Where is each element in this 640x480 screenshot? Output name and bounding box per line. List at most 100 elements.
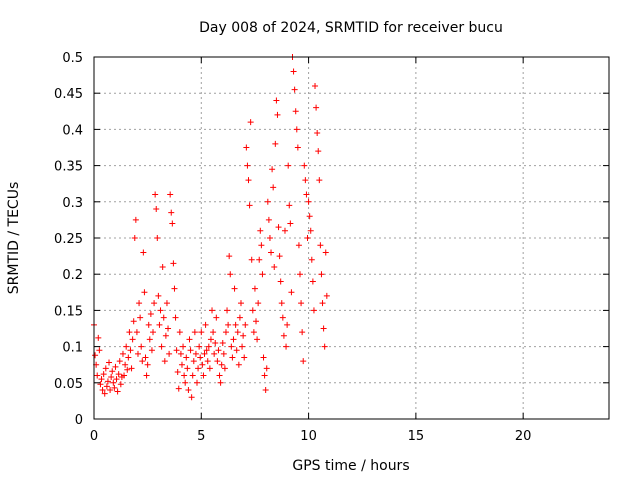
data-point	[303, 191, 310, 198]
data-point	[286, 202, 293, 209]
data-point	[306, 213, 313, 220]
y-tick-label: 0.15	[54, 304, 83, 319]
data-point	[216, 372, 223, 379]
data-point	[264, 198, 271, 205]
data-point	[129, 336, 136, 343]
data-point	[316, 177, 323, 184]
x-tick-label: 0	[90, 429, 98, 444]
data-point	[171, 285, 178, 292]
data-point	[142, 354, 149, 361]
data-points	[91, 54, 330, 401]
data-point	[318, 271, 325, 278]
data-point	[182, 379, 189, 386]
data-point	[95, 334, 102, 341]
data-point	[230, 336, 237, 343]
data-point	[172, 314, 179, 321]
data-point	[131, 235, 138, 241]
data-point	[123, 343, 130, 350]
data-point	[170, 260, 177, 267]
data-point	[202, 321, 209, 328]
data-point	[247, 119, 254, 126]
data-point	[102, 365, 109, 372]
data-point	[211, 350, 218, 357]
data-point	[299, 329, 306, 336]
data-point	[177, 350, 184, 357]
y-tick-label: 0.3	[62, 196, 83, 211]
data-point	[285, 162, 292, 169]
data-point	[309, 278, 316, 285]
data-point	[224, 307, 231, 314]
data-point	[117, 381, 124, 388]
data-point	[146, 336, 153, 343]
data-point	[163, 300, 170, 307]
data-point	[94, 372, 101, 379]
data-point	[277, 278, 284, 285]
data-point	[110, 379, 117, 386]
data-point	[305, 198, 312, 205]
data-point	[304, 235, 311, 241]
data-point	[165, 325, 172, 332]
data-point	[176, 329, 183, 336]
data-point	[249, 307, 256, 314]
data-point	[320, 325, 327, 332]
data-point	[256, 256, 263, 263]
data-point	[290, 68, 297, 75]
data-point	[97, 381, 104, 388]
data-point	[127, 347, 134, 354]
data-point	[215, 347, 222, 354]
data-point	[302, 177, 309, 184]
data-point	[196, 343, 203, 350]
data-point	[122, 361, 129, 368]
data-point	[168, 209, 175, 216]
data-point	[225, 321, 232, 328]
data-point	[188, 394, 195, 401]
data-point	[167, 191, 174, 198]
data-point	[231, 285, 238, 292]
y-tick-label: 0.2	[62, 268, 83, 283]
data-point	[235, 361, 242, 368]
data-point	[190, 358, 197, 365]
data-point	[279, 314, 286, 321]
data-point	[213, 314, 220, 321]
data-point	[155, 292, 162, 299]
data-point	[178, 361, 185, 368]
y-tick-label: 0.45	[54, 87, 83, 102]
data-point	[185, 387, 192, 394]
data-point	[228, 343, 235, 350]
data-point	[187, 347, 194, 354]
data-point	[199, 361, 206, 368]
data-point	[265, 216, 272, 223]
data-point	[272, 140, 279, 147]
data-point	[107, 387, 114, 394]
data-point	[206, 365, 213, 372]
data-point	[278, 300, 285, 307]
data-point	[169, 220, 176, 227]
data-point	[147, 311, 154, 318]
data-point	[203, 347, 210, 354]
data-point	[229, 354, 236, 361]
data-point	[319, 300, 326, 307]
data-point	[268, 249, 275, 256]
data-point	[184, 365, 191, 372]
data-point	[207, 336, 214, 343]
data-point	[116, 358, 123, 365]
plot-frame	[93, 56, 610, 420]
data-point	[148, 347, 155, 354]
data-point	[136, 300, 143, 307]
grid-lines	[94, 57, 609, 419]
data-point	[312, 82, 319, 89]
chart-title: Day 008 of 2024, SRMTID for receiver buc…	[199, 20, 503, 36]
data-point	[232, 321, 239, 328]
data-point	[183, 354, 190, 361]
data-point	[245, 177, 252, 184]
y-axis-label: SRMTID / TECUs	[6, 182, 22, 295]
data-point	[273, 97, 280, 104]
data-point	[234, 329, 241, 336]
data-point	[221, 365, 228, 372]
data-point	[271, 263, 278, 270]
y-tick-label: 0.05	[54, 377, 83, 392]
data-point	[237, 300, 244, 307]
data-point	[153, 206, 160, 213]
data-point	[198, 329, 205, 336]
data-point	[144, 361, 151, 368]
